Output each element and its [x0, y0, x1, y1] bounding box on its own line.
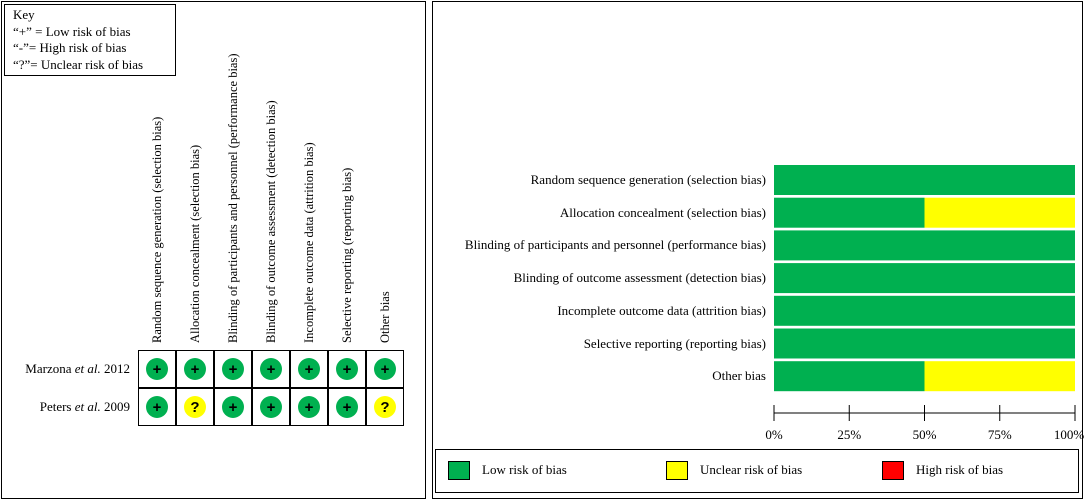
study-year: 2012 — [100, 361, 130, 376]
key-line-high: “-”= High risk of bias — [13, 40, 127, 55]
low-risk-dot: + — [336, 358, 358, 380]
legend-swatch-unclear — [666, 461, 688, 480]
study-etal: et al. — [74, 399, 101, 414]
bar-category-label: Other bias — [712, 368, 766, 384]
low-risk-dot: + — [374, 358, 396, 380]
key-box: Key “+” = Low risk of bias “-”= High ris… — [4, 4, 176, 76]
bar-category-label: Allocation concealment (selection bias) — [559, 204, 766, 220]
low-risk-dot: + — [336, 396, 358, 418]
legend-label-high: High risk of bias — [916, 462, 1004, 477]
x-tick-label: 100% — [1053, 427, 1084, 442]
rating-cell: + — [290, 350, 328, 388]
study-label: Peters et al. 2009 — [40, 399, 130, 415]
low-risk-dot: + — [146, 358, 168, 380]
study-year: 2009 — [100, 399, 130, 414]
rating-cell: ? — [176, 388, 214, 426]
rating-cell: + — [214, 350, 252, 388]
x-tick-label: 75% — [987, 427, 1012, 442]
column-header: Allocation concealment (selection bias) — [188, 144, 202, 343]
legend-swatch-low — [448, 461, 470, 480]
legend-swatch-high — [882, 461, 904, 480]
key-line-low: “+” = Low risk of bias — [13, 23, 131, 39]
rating-cell: ? — [366, 388, 404, 426]
column-header: Blinding of outcome assessment (detectio… — [264, 100, 278, 343]
x-tick-label: 0% — [765, 427, 783, 442]
rating-cell: + — [252, 388, 290, 426]
bar-category-label: Blinding of outcome assessment (detectio… — [513, 270, 766, 286]
rating-cell: + — [328, 388, 366, 426]
low-risk-dot: + — [222, 358, 244, 380]
low-risk-dot: + — [222, 396, 244, 418]
study-author: Marzona — [25, 361, 75, 376]
bar-category-label: Selective reporting (reporting bias) — [583, 335, 766, 351]
rating-cell: + — [214, 388, 252, 426]
low-risk-dot: + — [146, 396, 168, 418]
bar-category-label: Random sequence generation (selection bi… — [530, 172, 766, 187]
rating-cell: + — [138, 350, 176, 388]
rating-cell: + — [138, 388, 176, 426]
legend-label-unclear: Unclear risk of bias — [700, 462, 803, 477]
bar-category-label: Incomplete outcome data (attrition bias) — [557, 302, 766, 318]
low-risk-dot: + — [184, 358, 206, 380]
low-risk-dot: + — [298, 358, 320, 380]
risk-of-bias-graph-panel — [432, 1, 1083, 499]
study-author: Peters — [39, 399, 75, 414]
low-risk-dot: + — [298, 396, 320, 418]
column-header: Random sequence generation (selection bi… — [150, 116, 164, 343]
column-header: Incomplete outcome data (attrition bias) — [302, 142, 316, 343]
low-risk-dot: + — [260, 358, 282, 380]
legend-label-low: Low risk of bias — [482, 462, 567, 477]
study-label: Marzona et al. 2012 — [25, 361, 130, 377]
bar-category-label: Blinding of participants and personnel (… — [464, 237, 766, 253]
key-line-unclear: “?”= Unclear risk of bias — [13, 56, 144, 72]
study-etal: et al. — [74, 361, 101, 376]
column-header: Blinding of participants and personnel (… — [226, 53, 240, 344]
rating-cell: + — [290, 388, 328, 426]
low-risk-dot: + — [260, 396, 282, 418]
x-tick-label: 25% — [837, 427, 862, 442]
column-header: Other bias — [378, 291, 392, 343]
rating-cell: + — [176, 350, 214, 388]
legend: Low risk of bias Unclear risk of bias Hi… — [435, 449, 1079, 493]
rating-cell: + — [328, 350, 366, 388]
column-header: Selective reporting (reporting bias) — [340, 167, 354, 343]
rating-cell: + — [366, 350, 404, 388]
unclear-risk-dot: ? — [374, 396, 396, 418]
unclear-risk-dot: ? — [184, 396, 206, 418]
rating-cell: + — [252, 350, 290, 388]
risk-of-bias-summary-panel — [1, 1, 426, 499]
x-tick-label: 50% — [912, 427, 937, 442]
key-title: Key — [13, 7, 35, 22]
